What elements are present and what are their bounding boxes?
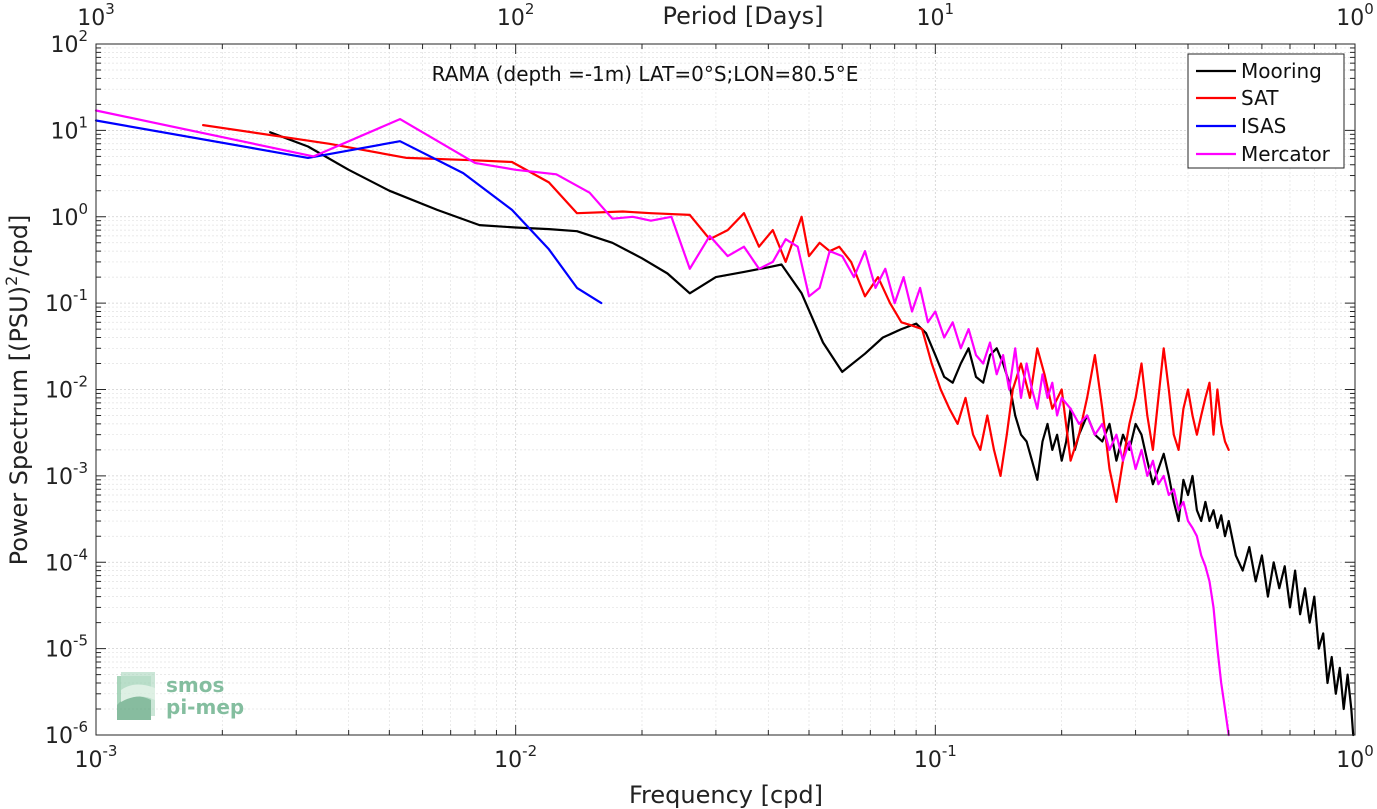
series-lines <box>94 109 1355 737</box>
top-tick-label: 100 <box>1336 0 1374 31</box>
y-tick-label: 102 <box>50 27 88 58</box>
x-tick-label-exponent: -3 <box>103 742 118 760</box>
x-tick-label: 10-3 <box>75 742 118 773</box>
x-tick-label-base: 10 <box>494 748 522 773</box>
top-tick-label-base: 10 <box>917 6 945 31</box>
y-tick-label: 10-2 <box>45 373 88 404</box>
legend: Mooring SAT ISAS Mercator <box>1187 53 1345 169</box>
top-tick-label-exponent: 3 <box>105 0 115 18</box>
legend-label-mooring: Mooring <box>1241 59 1322 83</box>
y-tick-label-exponent: 1 <box>78 113 88 131</box>
y-tick-label-base: 10 <box>50 119 78 144</box>
y-tick-label-base: 10 <box>45 724 73 749</box>
top-tick-label: 103 <box>77 0 115 31</box>
y-tick-label-exponent: -2 <box>73 373 88 391</box>
top-tick-label-exponent: 2 <box>525 0 535 18</box>
x-tick-label: 100 <box>1336 742 1374 773</box>
top-tick-label: 101 <box>917 0 955 31</box>
y-tick-label-exponent: -4 <box>73 545 88 563</box>
y-axis-label: Power Spectrum [(PSU)2/cpd] <box>2 215 33 566</box>
x-tick-labels: 10-3 10-2 10-1 100 <box>75 742 1374 773</box>
top-tick-label: 102 <box>497 0 535 31</box>
smos-pimep-logo: smos pi-mep <box>117 672 244 720</box>
x-tick-label: 10-2 <box>494 742 537 773</box>
y-tick-label-base: 10 <box>45 465 73 490</box>
y-tick-label: 10-6 <box>45 718 88 749</box>
x-tick-label-base: 10 <box>75 748 103 773</box>
y-tick-label: 101 <box>50 113 88 144</box>
top-tick-labels: 103 102 101 100 <box>77 0 1374 31</box>
y-tick-label-exponent: -3 <box>73 459 88 477</box>
y-tick-label-exponent: 2 <box>78 27 88 45</box>
x-tick-label-exponent: -2 <box>522 742 537 760</box>
y-tick-label-base: 10 <box>50 33 78 58</box>
x-tick-label-base: 10 <box>914 748 942 773</box>
y-tick-label-base: 10 <box>50 206 78 231</box>
top-tick-label-base: 10 <box>497 6 525 31</box>
logo-text-line2: pi-mep <box>166 695 244 719</box>
y-axis-label-sup: 2 <box>2 276 21 286</box>
y-tick-label-exponent: 0 <box>78 200 88 218</box>
y-tick-label: 10-4 <box>45 545 88 576</box>
y-tick-label-exponent: -5 <box>73 632 88 650</box>
legend-label-sat: SAT <box>1241 86 1279 110</box>
x-tick-label-base: 10 <box>1336 748 1364 773</box>
chart-title: RAMA (depth =-1m) LAT=0°S;LON=80.5°E <box>432 62 859 86</box>
x-tick-label-exponent: -1 <box>942 742 957 760</box>
x-tick-label-exponent: 0 <box>1364 742 1374 760</box>
series-line-isas <box>94 119 603 305</box>
top-tick-label-exponent: 0 <box>1364 0 1374 18</box>
legend-box <box>1187 53 1345 169</box>
y-tick-label: 100 <box>50 200 88 231</box>
x-axis-label: Frequency [cpd] <box>629 781 823 809</box>
y-tick-label-base: 10 <box>45 292 73 317</box>
y-tick-label-base: 10 <box>45 551 73 576</box>
logo-emblem <box>117 672 155 720</box>
grid-major <box>96 44 1355 735</box>
legend-label-mercator: Mercator <box>1241 142 1331 166</box>
y-axis-label-base: Power Spectrum [(PSU) <box>5 286 33 565</box>
y-tick-label-base: 10 <box>45 638 73 663</box>
y-tick-label: 10-5 <box>45 632 88 663</box>
legend-label-isas: ISAS <box>1241 114 1286 138</box>
top-tick-label-base: 10 <box>1336 6 1364 31</box>
x-tick-label: 10-1 <box>914 742 957 773</box>
series-line-mercator <box>94 109 1230 737</box>
y-tick-label-exponent: -6 <box>73 718 88 736</box>
y-tick-label: 10-3 <box>45 459 88 490</box>
top-axis-label: Period [Days] <box>662 2 823 30</box>
y-tick-label: 10-1 <box>45 286 88 317</box>
y-tick-label-exponent: -1 <box>73 286 88 304</box>
y-axis-label-end: /cpd] <box>5 215 33 276</box>
top-tick-label-exponent: 1 <box>945 0 955 18</box>
logo-text-line1: smos <box>166 673 224 697</box>
tick-marks <box>95 43 1356 736</box>
y-tick-label-base: 10 <box>45 379 73 404</box>
series-line-sat <box>202 123 1230 503</box>
top-tick-label-base: 10 <box>77 6 105 31</box>
